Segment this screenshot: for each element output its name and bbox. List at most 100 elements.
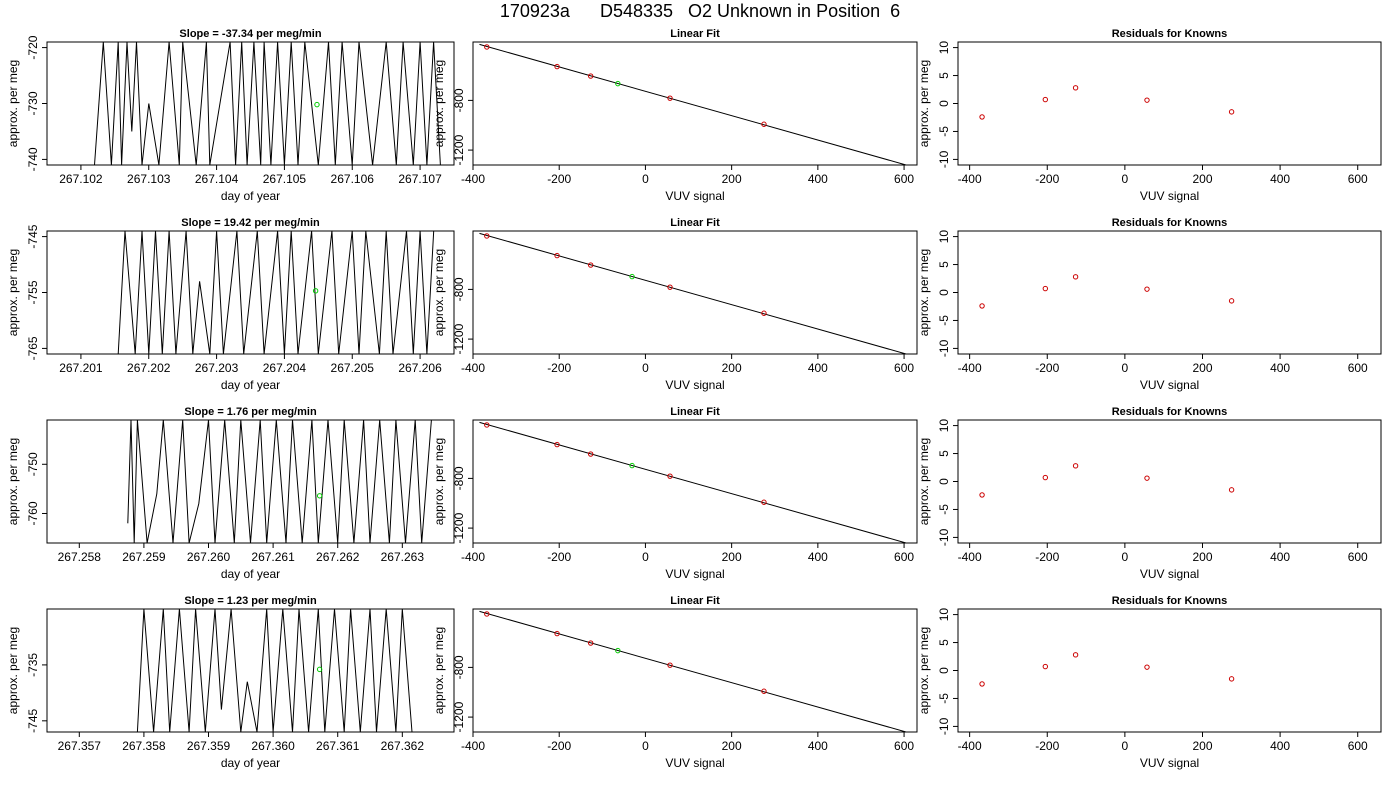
plot-frame [472,41,918,166]
panel-linear-fit-row-2: Linear Fit -400 -200 0 200 400 600 VUV signal -8… [432,217,918,392]
unknown-sample-point [615,80,621,87]
known-standard-point [554,441,560,448]
unknown-sample-point [312,288,319,294]
y-tick-label: 10 [937,41,951,55]
y-axis-label: approx. per meg [917,438,931,525]
x-tick-label: 400 [1270,172,1290,186]
unknown-sample-point [314,101,320,108]
x-tick-label: 267.203 [195,361,239,375]
plot-data [117,231,435,354]
y-tick-label: 10 [937,230,951,244]
y-axis-label: approx. per meg [6,249,20,336]
x-tick-label: -400 [958,361,982,375]
x-tick-label: 267.106 [331,172,375,186]
x-tick-label: -200 [1035,172,1059,186]
chart-title: Slope = 1.76 per meg/min [184,406,317,418]
x-axis-label: day of year [221,189,280,203]
x-tick-label: 267.360 [251,739,295,753]
chart-title: Linear Fit [670,406,720,418]
plot-data [94,42,441,165]
x-tick-label: -200 [547,361,571,375]
y-tick-label: -1200 [452,134,466,165]
x-tick-label: -400 [461,550,485,564]
x-axis-label: VUV signal [1140,756,1199,770]
y-axis-label: approx. per meg [432,438,446,525]
residual-point [1144,664,1150,670]
x-tick-label: 600 [894,739,914,753]
plot-frame [957,419,1382,544]
x-tick-label: 267.206 [398,361,442,375]
residual-point [1228,676,1235,682]
residual-point [979,303,985,309]
x-tick-label: -400 [461,361,485,375]
x-tick-label: 400 [808,172,828,186]
y-tick-label: -10 [937,339,951,357]
y-axis-label: approx. per meg [917,249,931,336]
known-standard-point [587,262,594,268]
known-standard-point [667,95,673,101]
unknown-sample-point [615,647,621,654]
known-standard-point [667,284,673,290]
x-tick-label: -200 [1035,550,1059,564]
x-axis-label: day of year [221,378,280,392]
residual-point [979,681,985,687]
known-standard-point [484,611,490,617]
residual-point [1042,474,1049,481]
chart-title: Linear Fit [670,28,720,40]
chart-title: Residuals for Knowns [1112,595,1228,607]
plot-data [979,463,1235,498]
plot-frame [472,419,918,544]
x-tick-label: 0 [1122,361,1129,375]
y-tick-label: -730 [26,91,40,115]
y-tick-label: -10 [937,717,951,735]
x-tick-label: 267.103 [127,172,171,186]
plot-frame [957,41,1382,166]
residual-point [1144,475,1150,481]
signal-trace [127,420,432,543]
x-tick-label: 200 [722,739,742,753]
y-tick-label: -5 [937,315,951,326]
x-tick-label: -200 [547,172,571,186]
chart-title: Residuals for Knowns [1112,406,1228,418]
x-tick-label: 0 [642,172,649,186]
signal-trace [117,231,435,354]
x-axis-label: VUV signal [1140,567,1199,581]
residual-point [1228,298,1235,304]
residual-point [1042,285,1049,292]
y-tick-label: -735 [26,653,40,677]
y-axis-label: approx. per meg [432,249,446,336]
fit-line [479,232,908,354]
y-tick-label: -800 [452,655,466,679]
x-tick-label: 267.262 [316,550,360,564]
x-tick-label: 600 [1348,172,1368,186]
y-tick-label: -10 [937,528,951,546]
signal-trace [136,609,413,732]
x-tick-label: -200 [1035,739,1059,753]
chart-title: Slope = 1.23 per meg/min [184,595,317,607]
plot-data [479,610,908,732]
residual-point [1228,109,1235,115]
x-tick-label: 600 [1348,739,1368,753]
fit-line [479,43,908,165]
x-tick-label: 0 [642,361,649,375]
panel-time-series-row-3: Slope = 1.76 per meg/min 267.258 267.259 26… [6,406,455,581]
chart-title: Linear Fit [670,595,720,607]
x-tick-label: -400 [958,550,982,564]
x-tick-label: 267.204 [263,361,307,375]
x-tick-label: 400 [1270,361,1290,375]
x-tick-label: 267.260 [187,550,231,564]
y-tick-label: 5 [937,72,951,79]
y-tick-label: 0 [937,478,951,485]
residual-point [1072,463,1079,469]
panel-residuals-row-1: Residuals for Knowns -400 -200 0 200 400 600 VU… [917,28,1382,203]
known-standard-point [554,630,560,637]
residual-point [1072,85,1079,91]
y-tick-label: -800 [452,88,466,112]
y-tick-label: -5 [937,504,951,515]
y-axis-label: approx. per meg [432,627,446,714]
x-axis-label: VUV signal [665,378,724,392]
x-tick-label: 200 [1192,361,1212,375]
signal-trace [94,42,441,165]
x-tick-label: 200 [722,172,742,186]
y-tick-label: -760 [26,501,40,525]
